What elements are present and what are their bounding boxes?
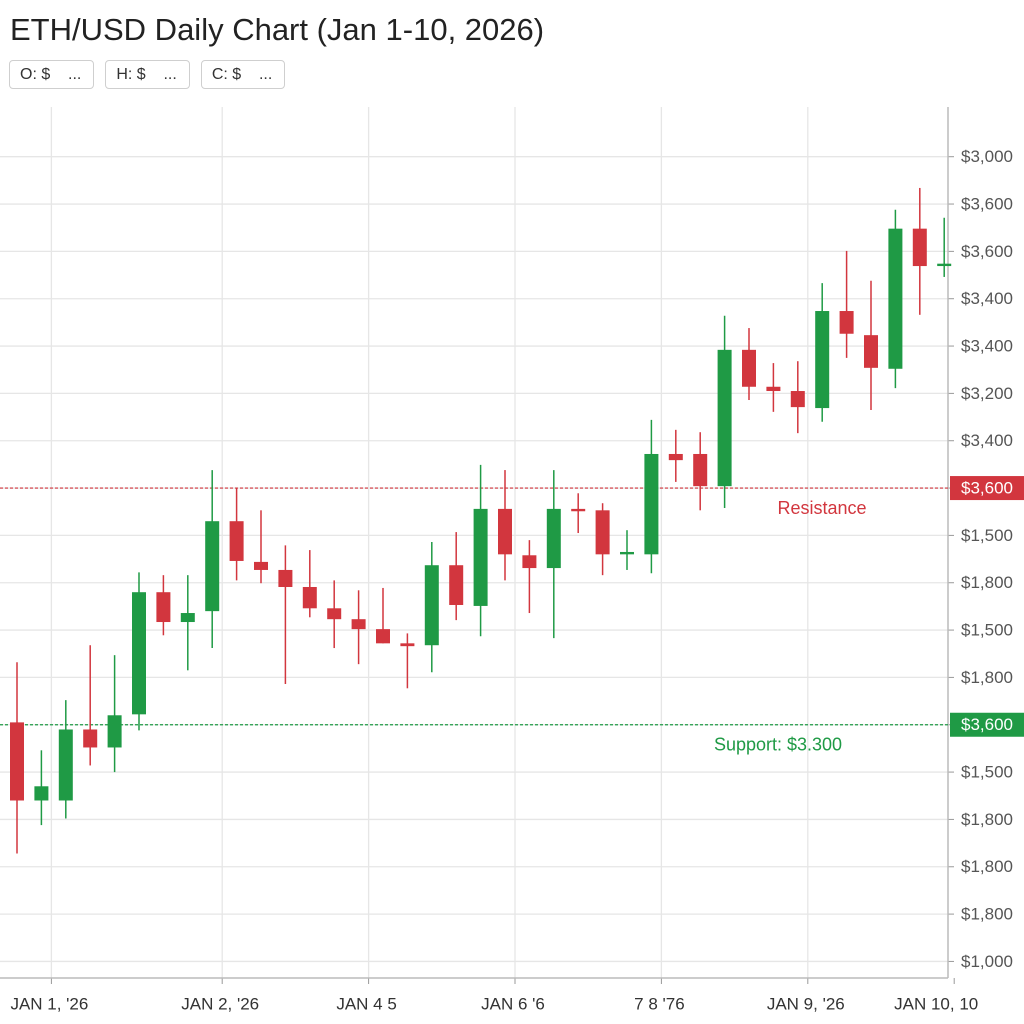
- y-tick-highlight: [950, 476, 1024, 501]
- candle-body: [180, 613, 195, 623]
- candle-body: [473, 508, 488, 606]
- candle-body: [34, 786, 49, 801]
- y-tick-label: $1,800: [961, 905, 1013, 924]
- candle-body: [424, 565, 439, 646]
- y-tick-label: $3,600: [961, 479, 1013, 498]
- candle-body: [522, 555, 537, 569]
- level-label: Support: $3.300: [714, 734, 842, 754]
- candle-body: [815, 311, 830, 409]
- candle-body: [790, 391, 805, 408]
- candle-body: [229, 521, 244, 561]
- y-tick-label: $1,000: [961, 952, 1013, 971]
- candle-body: [351, 619, 366, 630]
- y-tick-label: $1,800: [961, 857, 1013, 876]
- candle-body: [156, 592, 171, 623]
- ohlc-field: O: $ ...: [9, 60, 95, 89]
- candle-body: [864, 335, 878, 368]
- candle-body: [546, 508, 561, 569]
- ohlc-fields: O: $ ... H: $ ... C: $ ...: [9, 60, 286, 89]
- candle-body: [766, 386, 781, 392]
- candle-body: [254, 561, 268, 570]
- y-tick-label: $3,600: [961, 242, 1013, 261]
- candle-body: [912, 228, 927, 267]
- y-tick-label: $1,500: [961, 526, 1013, 545]
- candle-body: [400, 643, 415, 647]
- candle-body: [595, 510, 610, 555]
- y-tick-label: $1,500: [961, 763, 1013, 782]
- ohlc-field: C: $ ...: [200, 60, 286, 89]
- y-tick-label: $3,200: [961, 384, 1013, 403]
- candle-body: [839, 311, 854, 334]
- candle-body: [132, 592, 146, 715]
- y-tick-label: $1,800: [961, 810, 1013, 829]
- candle-body: [571, 508, 586, 512]
- y-tick-label: $1,800: [961, 573, 1013, 592]
- candle-body: [302, 586, 317, 609]
- y-tick-label: $3,400: [961, 431, 1013, 450]
- candle-body: [742, 349, 756, 387]
- candle-body: [668, 453, 683, 461]
- candle-body: [449, 565, 464, 605]
- candle-body: [937, 263, 952, 267]
- x-tick-label: JAN 1, '26: [10, 994, 88, 1013]
- y-tick-label: $1,800: [961, 668, 1013, 687]
- y-tick-label: $3,600: [961, 195, 1013, 214]
- candle-body: [83, 729, 98, 748]
- x-tick-label: JAN 10, 10: [894, 994, 978, 1013]
- candle-body: [620, 551, 634, 555]
- y-tick-highlight: [950, 712, 1024, 737]
- y-tick-label: $3,400: [961, 289, 1013, 308]
- candle-body: [376, 629, 390, 644]
- candle-body: [58, 729, 73, 801]
- x-tick-label: JAN 6 '6: [481, 994, 545, 1013]
- candle-body: [205, 521, 220, 612]
- x-tick-label: JAN 9, '26: [767, 994, 845, 1013]
- candle-body: [107, 715, 122, 748]
- y-tick-label: $3,600: [961, 715, 1013, 734]
- candle-body: [888, 228, 903, 369]
- chart-title: ETH/USD Daily Chart (Jan 1-10, 2026): [10, 12, 545, 47]
- candle-body: [278, 569, 293, 587]
- candle-body: [327, 608, 342, 620]
- x-tick-label: JAN 4 5: [336, 994, 396, 1013]
- y-tick-label: $3,400: [961, 337, 1013, 356]
- ohlc-field: H: $ ...: [105, 60, 190, 89]
- y-tick-label: $3,000: [961, 147, 1013, 166]
- candle-body: [693, 453, 708, 487]
- candle-body: [644, 453, 659, 555]
- level-label: Resistance: [777, 498, 866, 518]
- x-tick-label: 7 8 '76: [634, 994, 685, 1013]
- y-tick-label: $1,500: [961, 621, 1013, 640]
- x-tick-label: JAN 2, '26: [181, 994, 259, 1013]
- candle-body: [498, 508, 512, 555]
- candle-body: [717, 349, 732, 487]
- candle-body: [10, 722, 24, 801]
